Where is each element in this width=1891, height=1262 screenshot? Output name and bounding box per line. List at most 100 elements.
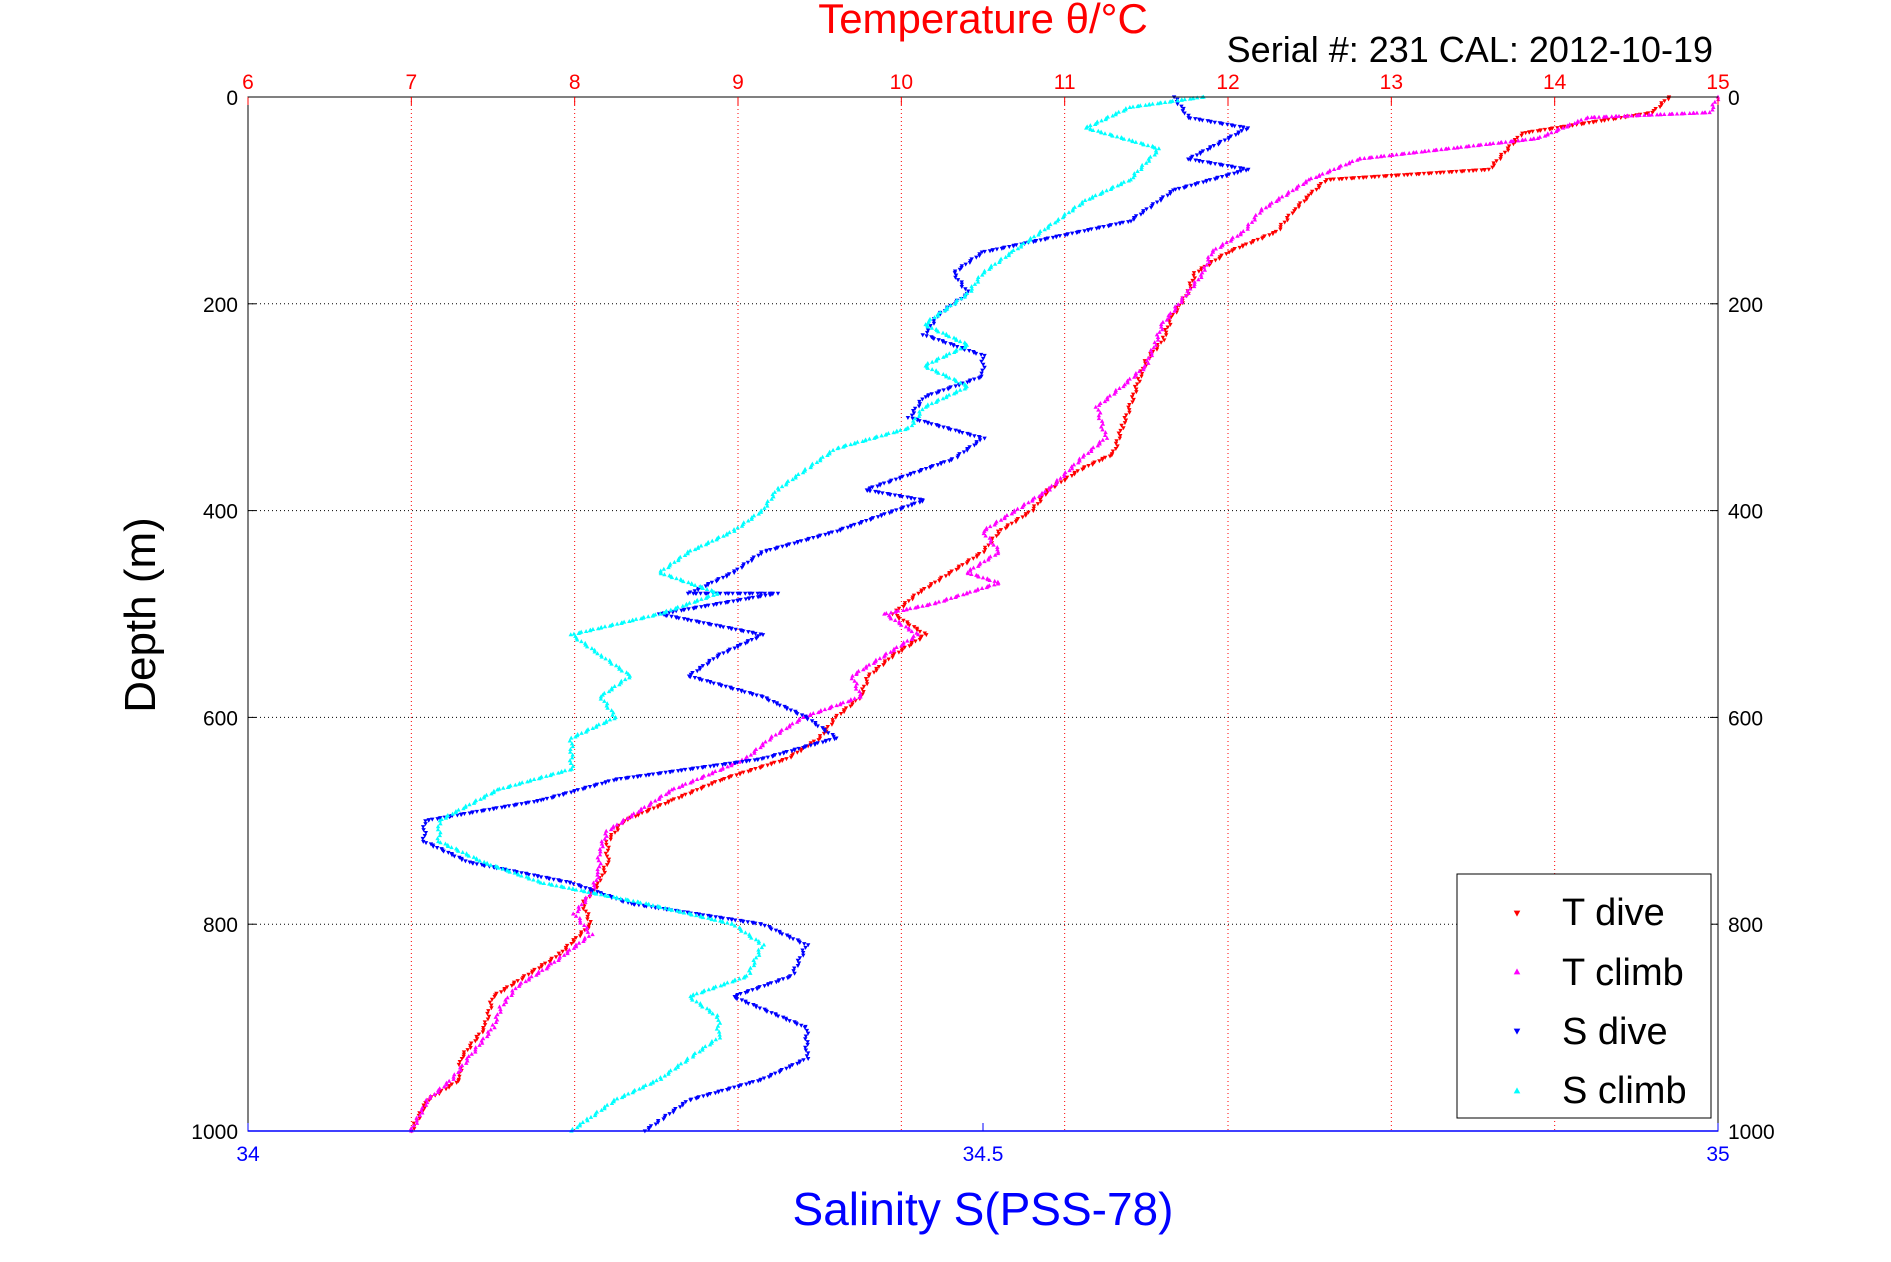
data-point-marker xyxy=(758,745,763,750)
data-point-marker xyxy=(756,952,762,957)
data-point-marker xyxy=(792,966,797,971)
data-point-marker xyxy=(467,802,472,807)
data-point-marker xyxy=(1038,497,1043,502)
data-point-marker xyxy=(1094,226,1099,231)
data-point-marker xyxy=(1165,325,1170,330)
data-point-marker xyxy=(650,613,655,618)
data-point-marker xyxy=(903,624,909,629)
data-point-marker xyxy=(1224,240,1229,245)
data-point-marker xyxy=(1316,173,1322,178)
data-point-marker xyxy=(1381,174,1387,179)
data-point-marker xyxy=(729,627,734,632)
data-point-marker xyxy=(1162,99,1168,104)
data-point-marker xyxy=(625,816,631,821)
data-point-marker xyxy=(735,645,741,650)
data-point-marker xyxy=(999,246,1005,251)
data-point-marker xyxy=(701,1094,706,1099)
data-point-marker xyxy=(784,543,789,548)
data-point-marker xyxy=(1211,143,1217,148)
data-point-marker xyxy=(1096,413,1102,418)
data-point-marker xyxy=(760,743,766,748)
data-point-marker xyxy=(1026,239,1031,244)
data-point-marker xyxy=(567,767,573,772)
data-point-marker xyxy=(459,1057,465,1062)
data-point-marker xyxy=(791,969,796,974)
data-point-marker xyxy=(783,482,789,487)
data-point-marker xyxy=(717,1032,722,1037)
data-point-marker xyxy=(712,917,718,922)
data-point-marker xyxy=(469,1051,474,1056)
data-point-marker xyxy=(730,687,735,692)
data-point-marker xyxy=(599,652,604,657)
data-point-marker xyxy=(538,875,544,880)
data-point-marker xyxy=(1126,405,1131,410)
data-point-marker xyxy=(974,555,980,560)
data-point-marker xyxy=(748,752,754,757)
data-point-marker xyxy=(1048,222,1053,227)
data-point-marker xyxy=(779,484,785,489)
data-point-marker xyxy=(769,927,774,932)
data-point-marker xyxy=(1197,159,1202,164)
data-point-marker xyxy=(566,885,572,890)
data-point-marker xyxy=(701,915,706,920)
data-point-marker xyxy=(1127,104,1133,109)
data-point-marker xyxy=(1112,391,1117,396)
data-point-marker xyxy=(1137,369,1142,374)
data-point-marker xyxy=(1531,136,1536,141)
data-point-marker xyxy=(503,997,508,1002)
data-point-marker xyxy=(1248,241,1254,246)
data-point-marker xyxy=(871,660,877,665)
data-point-marker xyxy=(706,987,711,992)
data-point-marker xyxy=(471,854,477,859)
data-point-marker xyxy=(675,908,680,913)
data-point-marker xyxy=(1506,144,1512,149)
data-point-marker xyxy=(777,931,783,936)
data-point-marker xyxy=(751,1003,756,1008)
data-point-marker xyxy=(688,675,693,680)
data-point-marker xyxy=(705,1093,710,1098)
data-point-marker xyxy=(776,487,781,492)
data-point-marker xyxy=(1325,170,1330,175)
data-point-marker xyxy=(1097,439,1102,444)
data-point-marker xyxy=(597,864,602,869)
data-point-marker xyxy=(538,798,544,803)
data-point-marker xyxy=(631,811,636,816)
data-point-marker xyxy=(1124,413,1129,418)
data-point-marker xyxy=(1191,284,1197,289)
data-point-marker xyxy=(964,291,970,296)
data-point-marker xyxy=(1011,247,1016,252)
data-point-marker xyxy=(457,1074,462,1079)
data-point-marker xyxy=(753,767,758,772)
data-point-marker xyxy=(773,732,778,737)
data-point-marker xyxy=(711,764,717,769)
data-point-marker xyxy=(871,670,877,675)
data-point-marker xyxy=(1316,185,1322,190)
data-point-marker xyxy=(803,1048,809,1053)
data-point-marker xyxy=(850,673,855,678)
data-point-marker xyxy=(880,491,885,496)
data-point-marker xyxy=(907,623,912,628)
data-point-marker xyxy=(1175,98,1180,103)
data-point-marker xyxy=(841,710,847,715)
data-point-marker xyxy=(1554,129,1559,134)
data-point-marker xyxy=(969,286,975,291)
data-point-marker xyxy=(516,781,522,786)
data-point-marker xyxy=(738,642,743,647)
data-point-marker xyxy=(910,416,915,421)
data-point-marker xyxy=(707,1009,712,1014)
data-point-marker xyxy=(560,949,565,954)
data-point-marker xyxy=(787,724,792,729)
data-point-marker xyxy=(1004,512,1010,517)
data-point-marker xyxy=(709,1038,715,1043)
data-point-marker xyxy=(499,805,505,810)
data-point-marker xyxy=(1207,146,1213,151)
data-point-marker xyxy=(881,654,887,659)
legend-label-t-dive: T dive xyxy=(1562,892,1665,934)
data-point-marker xyxy=(992,261,998,266)
data-point-marker xyxy=(1037,493,1042,498)
data-point-marker xyxy=(498,1007,503,1012)
data-point-marker xyxy=(957,387,963,392)
data-point-marker xyxy=(1098,410,1103,415)
tick-label-depth-left: 800 xyxy=(203,914,238,937)
data-point-marker xyxy=(435,836,440,841)
